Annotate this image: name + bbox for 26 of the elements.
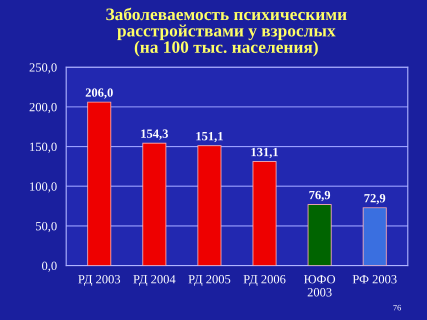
y-tick-label: 150,0 xyxy=(30,142,57,153)
x-tick-label: РД 2004 xyxy=(133,274,176,286)
data-label: 72,9 xyxy=(364,194,386,204)
data-label: 206,0 xyxy=(86,88,113,99)
data-label: 131,1 xyxy=(251,148,278,158)
bar xyxy=(87,102,112,266)
bar xyxy=(142,142,166,266)
x-tick-label: РФ 2003 xyxy=(352,274,397,284)
x-tick-label: РД 2006 xyxy=(244,274,286,286)
y-tick-label: 100,0 xyxy=(30,182,57,192)
y-tick-label: 0,0 xyxy=(42,262,57,272)
data-label: 154,3 xyxy=(141,129,168,140)
data-label: 151,1 xyxy=(196,132,223,142)
y-tick-label: 50,0 xyxy=(36,222,57,232)
x-tick-label: РД 2005 xyxy=(188,274,230,286)
bar xyxy=(252,161,277,266)
x-tick-label: РД 2003 xyxy=(78,274,120,286)
bar xyxy=(362,207,387,266)
y-tick-label: 250,0 xyxy=(30,63,57,74)
bar xyxy=(308,204,332,266)
text: 76 xyxy=(393,304,402,310)
y-tick-label: 200,0 xyxy=(30,102,57,114)
bar xyxy=(197,145,222,266)
x-tick-label: ЮФО 2003 xyxy=(304,275,336,296)
chart-title: Заболеваемость психическими расстройствами у взрослых (на 100 тыс. населения) xyxy=(106,8,347,56)
data-label: 76,9 xyxy=(309,190,330,202)
